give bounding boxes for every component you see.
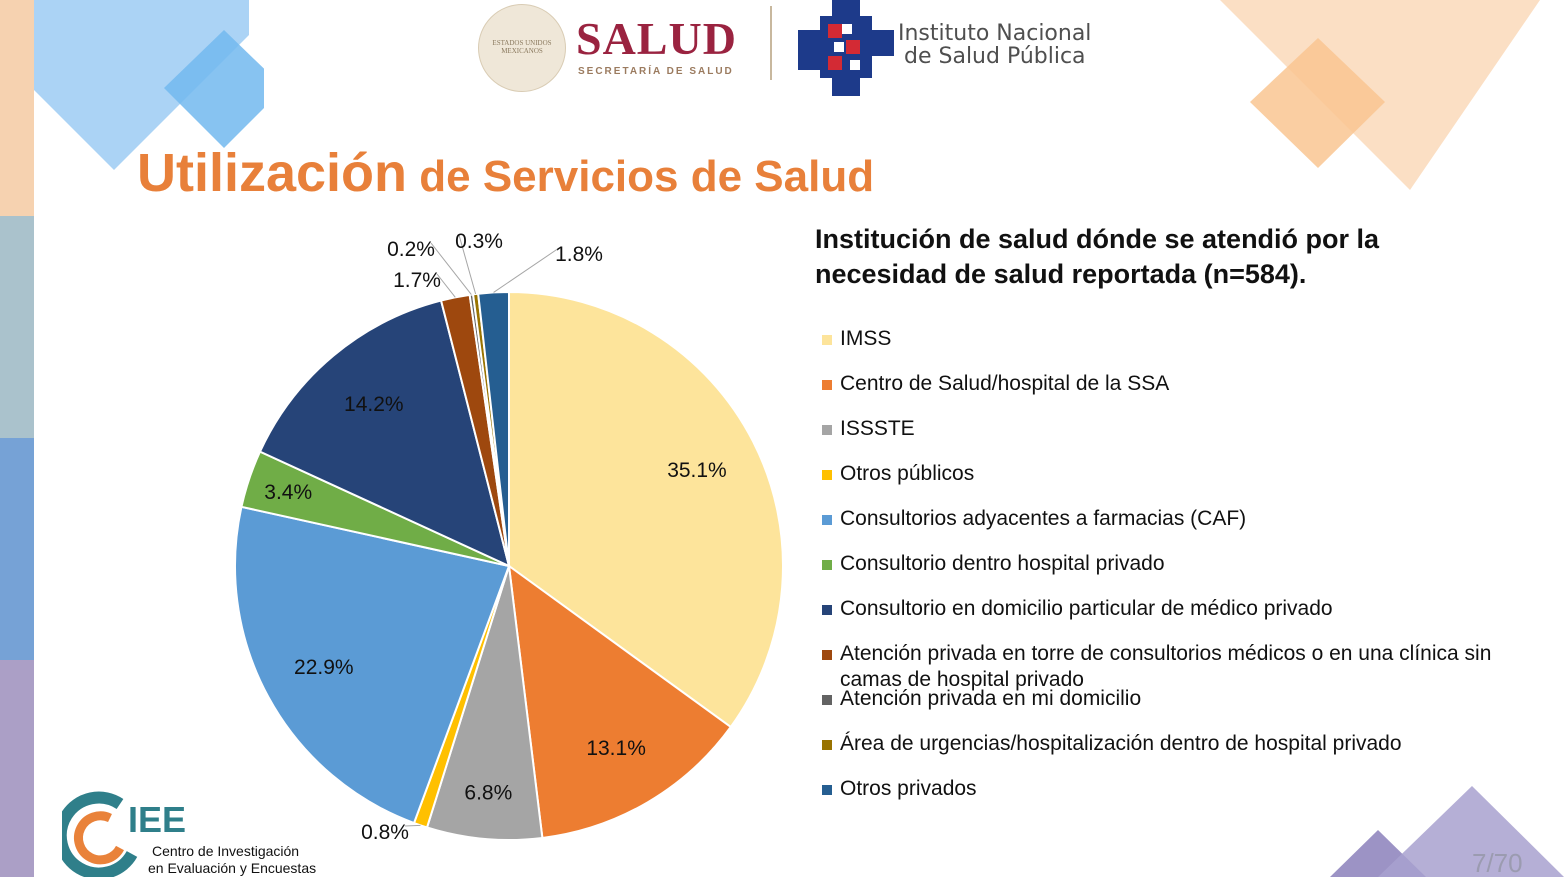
chart-title: Institución de salud dónde se atendió po…: [815, 224, 1380, 289]
data-label-consultorio-dentro-hospital-privado: 3.4%: [264, 481, 312, 504]
legend-swatch: [822, 425, 832, 435]
data-label-imss: 35.1%: [667, 459, 727, 482]
slide-title-word: Utilización: [137, 143, 408, 203]
ciee-line2: en Evaluación y Encuestas: [148, 860, 316, 876]
leader-line-atencion-privada-en-torre-de-consultorios-medicos-o-en-una-clinica-sin-camas-de-hospital-privado: [436, 273, 456, 298]
data-label-atencion-privada-en-mi-domicilio: 0.2%: [387, 238, 435, 261]
legend-label: Otros públicos: [840, 462, 975, 485]
ciee-logo: IEE Centro de Investigación en Evaluació…: [62, 791, 316, 877]
legend-item-otros-privados: Otros privados: [822, 772, 1542, 817]
stripe-slate: [0, 216, 34, 438]
legend-swatch: [822, 650, 832, 660]
legend-label: Atención privada en torre de consultorio…: [840, 642, 1492, 691]
data-label-otros-privados: 1.8%: [555, 243, 603, 266]
data-label-otros-publicos: 0.8%: [361, 821, 409, 844]
legend-label: Consultorios adyacentes a farmacias (CAF…: [840, 507, 1247, 530]
legend-item-atencion-privada-en-torre-de-consultorios-medicos-o-en-una-clinica-sin-camas-de-hospital-privado: Atención privada en torre de consultorio…: [822, 637, 1542, 691]
insp-line2: de Salud Pública: [904, 44, 1086, 69]
stripe-lavender: [0, 660, 34, 877]
legend-item-area-de-urgencias-hospitalizacion-dentro-de-hospital-privado: Área de urgencias/hospitalización dentro…: [822, 727, 1542, 772]
seal-text: ESTADOS UNIDOS MEXICANOS: [492, 39, 552, 55]
leader-line-otros-publicos: [404, 824, 421, 827]
logo-divider: [770, 6, 772, 80]
insp-line1: Instituto Nacional: [898, 21, 1092, 46]
data-label-consultorios-adyacentes-a-farmacias-caf: 22.9%: [294, 656, 354, 679]
data-label-area-de-urgencias-hospitalizacion-dentro-de-hospital-privado: 0.3%: [455, 230, 503, 253]
salud-logo-text: SALUD: [576, 13, 737, 64]
legend-item-otros-publicos: Otros públicos: [822, 457, 1542, 502]
leader-line-otros-privados: [493, 247, 560, 293]
salud-logo-subtitle: SECRETARÍA DE SALUD: [578, 66, 734, 77]
legend-item-centro-de-salud-hospital-de-la-ssa: Centro de Salud/hospital de la SSA: [822, 367, 1542, 412]
stripe-blue: [0, 438, 34, 660]
pie-slice-consultorio-en-domicilio-particular-de-medico-privado: [258, 299, 511, 568]
legend-item-atencion-privada-en-mi-domicilio: Atención privada en mi domicilio: [822, 682, 1542, 727]
decor-blue-diamonds: [34, 0, 264, 170]
legend-swatch: [822, 605, 832, 615]
ciee-line1: Centro de Investigación: [152, 843, 299, 859]
chart-legend: IMSS Centro de Salud/hospital de la SSA IS…: [822, 322, 1542, 817]
legend-label: Otros privados: [840, 777, 977, 800]
decor-purple-triangles: [1330, 786, 1564, 877]
pie-slice-consultorios-adyacentes-a-farmacias-caf: [234, 505, 511, 825]
legend-swatch: [822, 470, 832, 480]
insp-logo-text: Instituto Nacional de Salud Pública: [898, 22, 1091, 68]
page-number: 7/70: [1472, 848, 1523, 878]
stripe-peach: [0, 0, 34, 216]
insp-logo-icon: [798, 0, 894, 96]
legend-item-issste: ISSSTE: [822, 412, 1542, 457]
legend-swatch: [822, 740, 832, 750]
legend-label: IMSS: [840, 327, 892, 350]
legend-item-consultorio-dentro-hospital-privado: Consultorio dentro hospital privado: [822, 547, 1542, 592]
header-logos: ESTADOS UNIDOS MEXICANOS SALUD SECRETARÍ…: [478, 0, 1098, 100]
data-label-atencion-privada-en-torre-de-consultorios-medicos-o-en-una-clinica-sin-camas-de-hospital-privado: 1.7%: [393, 269, 441, 292]
data-label-issste: 6.8%: [464, 781, 512, 804]
legend-item-consultorio-en-domicilio-particular-de-medico-privado: Consultorio en domicilio particular de m…: [822, 592, 1542, 637]
data-label-consultorio-en-domicilio-particular-de-medico-privado: 14.2%: [344, 393, 404, 416]
legend-label: Consultorio dentro hospital privado: [840, 552, 1165, 575]
pie-chart: 35.1% 13.1% 6.8% 0.8% 22.9% 3.4% 14.2% 1.7% 0.2%…: [234, 230, 784, 844]
pie-slice-issste: [425, 565, 544, 841]
pie-slice-imss: [508, 290, 784, 729]
legend-swatch: [822, 515, 832, 525]
pie-slice-otros-privados: [477, 290, 510, 567]
national-seal-icon: ESTADOS UNIDOS MEXICANOS: [478, 4, 566, 92]
legend-label: Consultorio en domicilio particular de m…: [840, 597, 1333, 620]
legend-item-consultorios-adyacentes-a-farmacias-caf: Consultorios adyacentes a farmacias (CAF…: [822, 502, 1542, 547]
data-label-centro-de-salud-hospital-de-la-ssa: 13.1%: [586, 737, 646, 760]
legend-swatch: [822, 380, 832, 390]
legend-swatch: [822, 335, 832, 345]
legend-item-imss: IMSS: [822, 322, 1542, 367]
legend-label: ISSSTE: [840, 417, 915, 440]
legend-label: Atención privada en mi domicilio: [840, 687, 1142, 710]
leader-line-atencion-privada-en-mi-domicilio: [430, 242, 472, 295]
legend-label: Centro de Salud/hospital de la SSA: [840, 372, 1170, 395]
legend-swatch: [822, 695, 832, 705]
legend-swatch: [822, 785, 832, 795]
slide-title-rest: de Servicios de Salud: [407, 152, 875, 201]
leader-line-area-de-urgencias-hospitalizacion-dentro-de-hospital-privado: [458, 234, 477, 295]
ciee-abbr: IEE: [128, 799, 186, 840]
decor-orange-diamonds: [1220, 0, 1540, 190]
slide-title: Utilización de Servicios de Salud: [137, 142, 874, 204]
legend-swatch: [822, 560, 832, 570]
legend-label: Área de urgencias/hospitalización dentro…: [840, 732, 1402, 755]
pie-slice-centro-de-salud-hospital-de-la-ssa: [507, 563, 733, 840]
